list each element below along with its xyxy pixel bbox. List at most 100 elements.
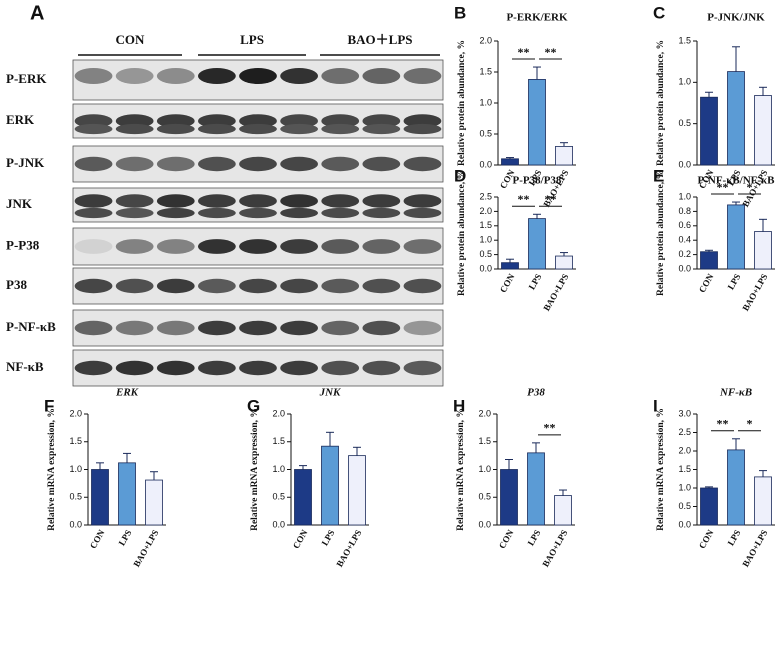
x-tick-label: CON: [697, 528, 716, 551]
blot-band: [156, 360, 195, 376]
panel-label: D: [454, 166, 466, 185]
y-axis-label: Relative protein abundance, %: [457, 40, 467, 166]
y-axis-label: Relative protein abundance, %: [457, 170, 467, 296]
y-axis-label: Relative protein abundance, %: [656, 40, 666, 166]
blot-band: [280, 320, 319, 336]
bar: [754, 476, 772, 526]
blot-band: [362, 278, 401, 294]
blot-band: [197, 194, 236, 208]
panel-label: F: [44, 396, 54, 415]
blot-band: [403, 156, 442, 172]
y-tick-label: 0.5: [678, 118, 691, 128]
y-axis-label: Relative mRNA expression, %: [47, 408, 57, 531]
bar: [754, 231, 772, 270]
blot-band: [197, 207, 236, 219]
blot-band: [403, 68, 442, 84]
significance-label: **: [544, 421, 556, 435]
blot-band: [115, 68, 154, 84]
blot-row-label: ERK: [6, 112, 35, 127]
blot-band: [239, 194, 277, 208]
blot-band: [321, 278, 360, 294]
y-axis-label: Relative mRNA expression, %: [456, 408, 466, 531]
x-tick-label: LPS: [726, 528, 743, 547]
blot-band: [321, 320, 360, 336]
x-tick-label: LPS: [526, 528, 543, 547]
bar: [554, 495, 572, 526]
blot-band: [403, 194, 442, 208]
bar: [555, 145, 573, 166]
y-tick-label: 1.5: [479, 66, 492, 76]
blot-band: [197, 68, 236, 84]
panel-label: I: [653, 396, 658, 415]
blot-band: [280, 123, 319, 135]
x-tick-label: BAO+LPS: [540, 528, 569, 569]
panel-label: G: [247, 396, 260, 415]
blot-band: [115, 123, 154, 135]
y-tick-label: 2.0: [478, 408, 491, 418]
blot-band: [362, 114, 401, 128]
blot-band: [197, 320, 236, 336]
y-tick-label: 2.5: [678, 427, 691, 437]
bar: [500, 469, 518, 526]
blot-band: [321, 123, 360, 135]
blot-band: [239, 360, 277, 376]
y-tick-label: 0.0: [678, 159, 691, 169]
blot-band: [74, 194, 113, 208]
bar: [754, 95, 772, 166]
x-tick-label: CON: [498, 272, 517, 295]
x-tick-label: BAO+LPS: [131, 528, 160, 569]
blot-band: [321, 360, 360, 376]
blot-band: [115, 194, 154, 208]
y-tick-label: 0.0: [479, 159, 492, 169]
bar: [727, 71, 745, 166]
bar: [555, 255, 573, 270]
panel-label: B: [454, 3, 466, 22]
blot-band: [321, 207, 360, 219]
y-tick-label: 0.5: [69, 492, 82, 502]
y-tick-label: 0.0: [678, 263, 691, 273]
blot-band: [362, 320, 401, 336]
blot-band: [239, 123, 277, 135]
y-tick-label: 1.0: [479, 97, 492, 107]
blot-band: [115, 239, 154, 254]
blot-band: [156, 278, 195, 294]
y-tick-label: 0.0: [69, 519, 82, 529]
y-tick-label: 2.0: [678, 445, 691, 455]
x-tick-label: CON: [497, 528, 516, 551]
y-tick-label: 0.8: [678, 206, 691, 216]
blot-band: [74, 207, 113, 219]
bar: [91, 469, 109, 526]
significance-label: **: [518, 45, 530, 59]
chart-title: P38: [527, 387, 545, 399]
blot-band: [362, 68, 401, 84]
blot-row-label: P-JNK: [6, 155, 45, 170]
blot-band: [197, 360, 236, 376]
blot-band: [403, 123, 442, 135]
x-tick-label: CON: [697, 272, 716, 295]
blot-band: [403, 114, 442, 128]
blot-band: [280, 68, 319, 84]
blot-band: [115, 114, 154, 128]
significance-label: **: [717, 417, 729, 431]
y-tick-label: 1.0: [478, 464, 491, 474]
blot-band: [321, 114, 360, 128]
bar: [528, 79, 546, 166]
blot-row-label: P-NF-κB: [6, 319, 56, 334]
y-tick-label: 0.5: [479, 128, 492, 138]
blot-band: [280, 114, 319, 128]
y-axis-label: Relative mRNA expression, %: [656, 408, 666, 531]
group-label: CON: [116, 32, 146, 47]
bar: [700, 96, 718, 166]
bar: [700, 487, 718, 526]
blot-band: [156, 156, 195, 172]
blot-band: [280, 239, 319, 254]
y-tick-label: 0.5: [479, 249, 492, 259]
chart-title: P-JNK/JNK: [707, 12, 765, 24]
x-tick-label: CON: [291, 528, 310, 551]
blot-band: [197, 239, 236, 254]
x-tick-label: LPS: [117, 528, 134, 547]
bar: [118, 462, 136, 526]
blot-band: [362, 123, 401, 135]
blot-band: [156, 68, 195, 84]
blot-row-label: P38: [6, 277, 27, 292]
